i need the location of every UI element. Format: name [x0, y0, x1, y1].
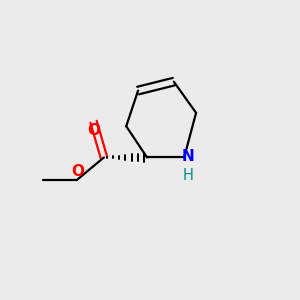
Text: O: O [87, 123, 100, 138]
Text: N: N [182, 149, 194, 164]
Text: O: O [72, 164, 85, 179]
Text: H: H [183, 168, 194, 183]
